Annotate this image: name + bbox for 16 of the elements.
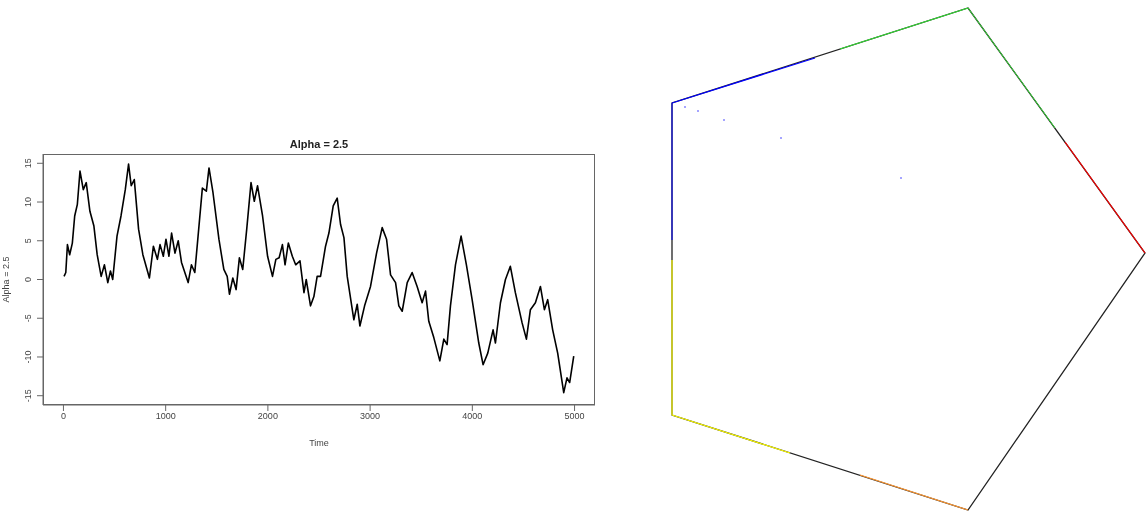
y-tick-label: 0 [23,276,33,283]
y-axis-title: Alpha = 2.5 [1,256,12,303]
y-tick-label: 15 [23,158,33,169]
y-tick-label: 5 [23,238,33,244]
chart-title: Alpha = 2.5 [288,138,350,150]
y-tick-label: -15 [23,389,33,403]
y-tick-label: -5 [23,314,33,323]
x-tick-label: 1000 [155,411,176,422]
x-axis-title: Time [309,438,329,448]
x-tick-label: 4000 [462,411,483,422]
x-tick-label: 5000 [564,411,585,422]
x-tick-label: 3000 [360,411,381,422]
x-tick-label: 2000 [257,411,278,422]
x-tick-label: 0 [60,411,66,422]
y-tick-label: 10 [23,197,33,208]
y-tick-label: -10 [23,350,33,364]
